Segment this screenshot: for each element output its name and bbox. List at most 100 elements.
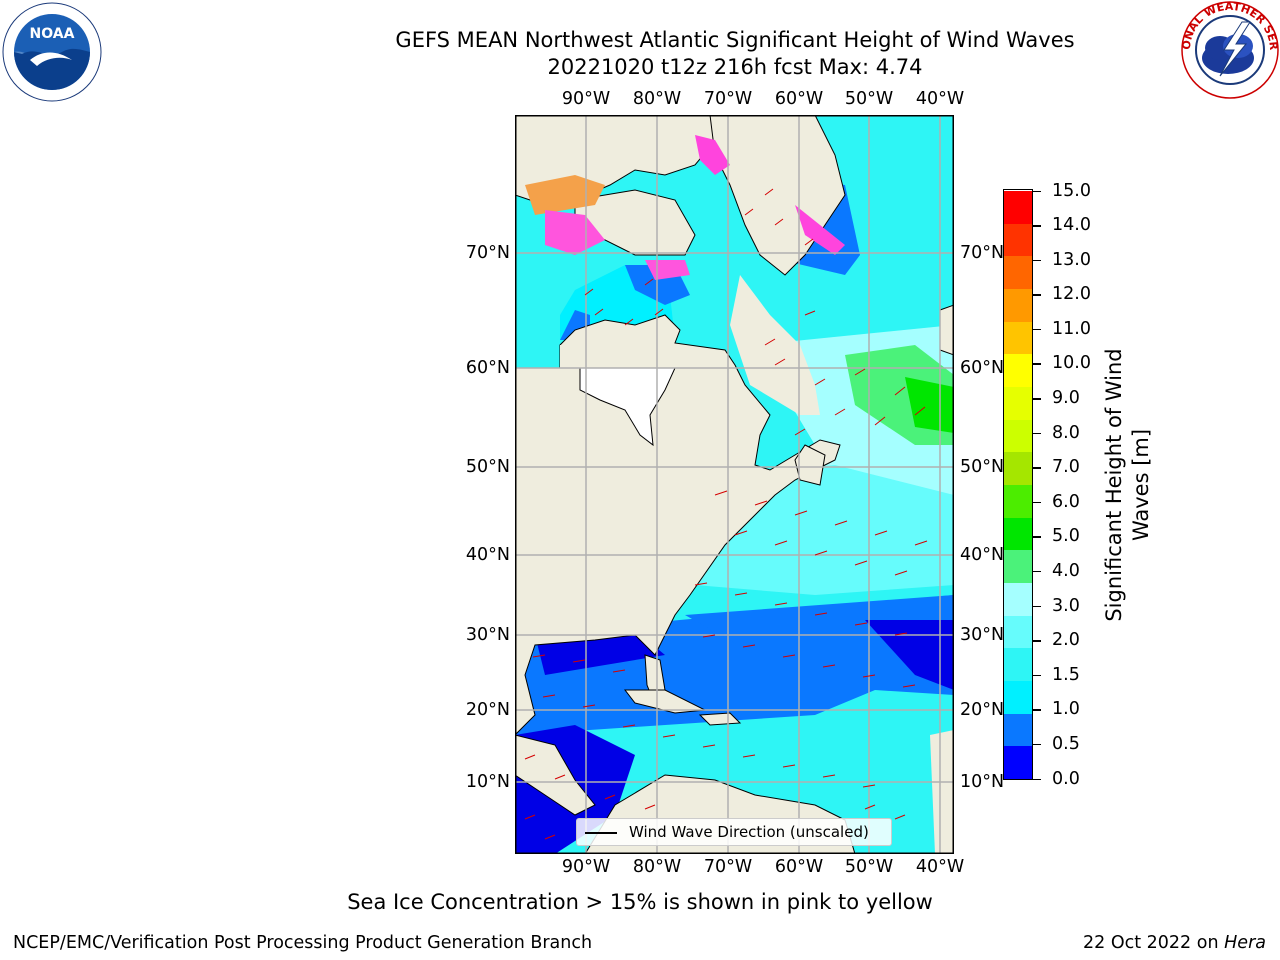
colorbar-tick [1033,501,1041,504]
colorbar-segment [1004,582,1032,616]
legend-label: Wind Wave Direction (unscaled) [629,823,869,841]
lat-label-left: 10°N [465,772,510,792]
map-frame [515,115,954,854]
colorbar-tick-label: 3.0 [1052,595,1080,616]
chart-subtitle: 20221020 t12z 216h fcst Max: 4.74 [547,55,923,79]
colorbar-tick [1033,328,1041,331]
legend-line-swatch [585,832,617,834]
colorbar-tick [1033,605,1041,608]
land-hispaniola [698,712,742,726]
lon-label-bottom: 70°W [703,857,753,877]
land-iceland-edge [939,304,954,356]
colorbar-segment [1004,647,1032,681]
lat-label-right: 10°N [960,772,1005,792]
white-nodata-region [579,367,676,447]
sea-ice-band [545,210,605,255]
map-legend: Wind Wave Direction (unscaled) [576,818,892,846]
colorbar-tick-label: 14.0 [1052,215,1091,236]
colorbar-tick-label: 12.0 [1052,284,1091,305]
lat-label-right: 40°N [960,545,1005,565]
colorbar-tick [1033,190,1041,192]
colorbar-segment [1004,255,1032,289]
colorbar-tick-label: 15.0 [1052,180,1091,201]
lat-label-left: 40°N [465,545,510,565]
footer-host: Hera [1224,933,1266,953]
lon-label-top: 40°W [915,89,965,109]
colorbar-segment [1004,386,1032,420]
colorbar-segment [1004,451,1032,485]
colorbar-tick-label: 13.0 [1052,249,1091,270]
colorbar-segment [1004,549,1032,583]
footer-credit: NCEP/EMC/Verification Post Processing Pr… [13,933,593,953]
colorbar-tick [1033,398,1041,400]
colorbar-tick-label: 9.0 [1052,388,1080,409]
colorbar-tick-label: 4.0 [1052,560,1080,581]
land-north-america [515,115,841,854]
lat-label-right: 30°N [960,625,1005,645]
colorbar-tick [1033,536,1041,538]
land-hudson-interior [560,345,675,368]
colorbar-segment [1004,615,1032,649]
noaa-logo-icon: NOAA [2,2,102,102]
colorbar [1003,189,1033,780]
noaa-logo-text: NOAA [30,26,75,42]
colorbar-tick [1033,363,1041,365]
lat-label-left: 60°N [465,358,510,378]
colorbar-segment [1004,745,1032,779]
colorbar-tick-label: 7.0 [1052,457,1080,478]
lat-label-right: 60°N [960,358,1005,378]
colorbar-tick [1033,674,1041,677]
sea-ice-band [525,175,605,215]
colorbar-tick-label: 6.0 [1052,491,1080,512]
colorbar-segment [1004,190,1032,224]
nws-logo-icon: NATIONAL WEATHER SERVICE [1180,0,1280,99]
colorbar-segment [1004,517,1032,551]
footer-date-text: 22 Oct 2022 on [1083,933,1219,953]
colorbar-tick [1033,225,1041,227]
colorbar-title-line2: Waves [m] [1129,428,1153,542]
colorbar-tick [1033,709,1041,711]
colorbar-title: Significant Height of Wind Waves [m] [1101,348,1155,621]
lat-label-right: 70°N [960,243,1005,263]
colorbar-title-line1: Significant Height of Wind [1102,348,1126,622]
colorbar-tick [1033,432,1041,435]
colorbar-tick-label: 1.5 [1052,664,1080,685]
colorbar-tick-label: 0.5 [1052,733,1080,754]
colorbar-tick-label: 5.0 [1052,526,1080,547]
lon-label-bottom: 90°W [561,857,611,877]
lat-label-left: 20°N [465,700,510,720]
lat-label-right: 20°N [960,700,1005,720]
colorbar-segment [1004,321,1032,355]
wave-zone-verylow [685,595,954,660]
chart-title: GEFS MEAN Northwest Atlantic Significant… [395,28,1075,52]
lat-label-right: 50°N [960,457,1005,477]
colorbar-segment [1004,680,1032,714]
lat-label-left: 70°N [465,243,510,263]
footer-date: 22 Oct 2022 on Hera [1083,933,1266,953]
lon-label-bottom: 50°W [844,857,894,877]
colorbar-tick-label: 1.0 [1052,699,1080,720]
colorbar-tick-label: 8.0 [1052,422,1080,443]
lon-label-bottom: 80°W [632,857,682,877]
sea-ice-band [795,205,845,255]
colorbar-segment [1004,353,1032,387]
wave-zone-max [905,377,954,433]
colorbar-tick [1033,259,1041,262]
lon-label-top: 90°W [561,89,611,109]
colorbar-tick [1033,778,1041,780]
lat-label-left: 50°N [465,457,510,477]
land-cuba [623,689,707,714]
colorbar-tick [1033,467,1041,469]
colorbar-tick-label: 10.0 [1052,353,1091,374]
colorbar-segment [1004,713,1032,747]
colorbar-tick [1033,570,1041,573]
lat-label-left: 30°N [465,625,510,645]
lon-label-top: 50°W [844,89,894,109]
lon-label-top: 70°W [703,89,753,109]
colorbar-segment [1004,223,1032,257]
wind-wave-arrows [524,188,928,840]
colorbar-segment [1004,484,1032,518]
land-africa-edge [930,730,954,854]
lon-label-top: 80°W [632,89,682,109]
wave-height-map [515,115,954,854]
